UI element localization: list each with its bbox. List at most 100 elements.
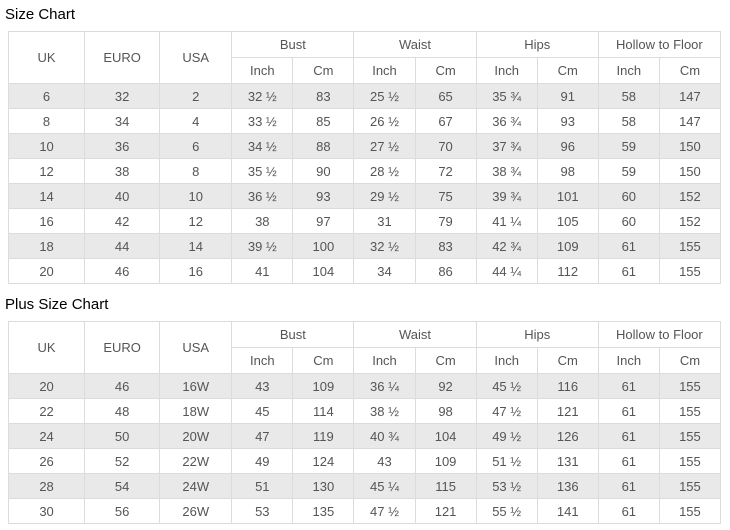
table-cell: 20 bbox=[7, 373, 86, 399]
table-cell: 46 bbox=[84, 373, 161, 399]
table-cell: 119 bbox=[292, 423, 355, 449]
subheader-waist-inch: Inch bbox=[353, 347, 416, 374]
table-cell: 25 ½ bbox=[353, 83, 416, 109]
table-cell: 114 bbox=[292, 398, 355, 424]
table-row: 12 38 8 35 ½ 90 28 ½ 72 38 ¾ 98 59 150 bbox=[7, 158, 722, 184]
table-cell: 38 ¾ bbox=[475, 158, 538, 184]
table-cell: 12 bbox=[159, 208, 233, 234]
table-cell: 6 bbox=[7, 83, 86, 109]
table-cell: 93 bbox=[292, 183, 355, 209]
plus-size-chart-header: UK EURO USA Bust Waist Hips Hollow to Fl… bbox=[7, 321, 722, 374]
table-cell: 18 bbox=[7, 233, 86, 259]
table-cell: 90 bbox=[292, 158, 355, 184]
table-cell: 24W bbox=[159, 473, 233, 499]
plus-size-chart-body: 20 46 16W 43 109 36 ¼ 92 45 ½ 116 61 155 22 48 18W 45 1… bbox=[7, 373, 722, 524]
table-cell: 34 ½ bbox=[231, 133, 294, 159]
column-header-euro: EURO bbox=[84, 31, 161, 84]
column-header-hips: Hips bbox=[475, 321, 599, 348]
table-cell: 22 bbox=[7, 398, 86, 424]
table-cell: 46 bbox=[84, 258, 161, 284]
table-cell: 97 bbox=[292, 208, 355, 234]
table-cell: 67 bbox=[414, 108, 477, 134]
table-cell: 16W bbox=[159, 373, 233, 399]
table-cell: 92 bbox=[414, 373, 477, 399]
subheader-hollow-cm: Cm bbox=[658, 57, 722, 84]
table-row: 14 40 10 36 ½ 93 29 ½ 75 39 ¾ 101 60 152 bbox=[7, 183, 722, 209]
table-row: 8 34 4 33 ½ 85 26 ½ 67 36 ¾ 93 58 147 bbox=[7, 108, 722, 134]
table-row: 20 46 16W 43 109 36 ¼ 92 45 ½ 116 61 155 bbox=[7, 373, 722, 399]
column-header-waist: Waist bbox=[353, 31, 477, 58]
table-cell: 34 bbox=[84, 108, 161, 134]
table-cell: 155 bbox=[658, 423, 722, 449]
table-cell: 61 bbox=[597, 373, 660, 399]
column-header-usa: USA bbox=[159, 31, 233, 84]
table-cell: 53 bbox=[231, 498, 294, 524]
table-cell: 51 ½ bbox=[475, 448, 538, 474]
table-cell: 34 bbox=[353, 258, 416, 284]
column-header-waist: Waist bbox=[353, 321, 477, 348]
subheader-hollow-inch: Inch bbox=[597, 57, 660, 84]
table-cell: 109 bbox=[536, 233, 599, 259]
table-cell: 75 bbox=[414, 183, 477, 209]
table-cell: 2 bbox=[159, 83, 233, 109]
subheader-hips-cm: Cm bbox=[536, 347, 599, 374]
table-cell: 58 bbox=[597, 83, 660, 109]
table-cell: 59 bbox=[597, 133, 660, 159]
table-cell: 36 ½ bbox=[231, 183, 294, 209]
subheader-bust-cm: Cm bbox=[292, 347, 355, 374]
table-cell: 44 ¼ bbox=[475, 258, 538, 284]
table-cell: 43 bbox=[353, 448, 416, 474]
column-header-uk: UK bbox=[7, 31, 86, 84]
table-cell: 49 ½ bbox=[475, 423, 538, 449]
table-cell: 38 bbox=[231, 208, 294, 234]
table-cell: 88 bbox=[292, 133, 355, 159]
table-cell: 96 bbox=[536, 133, 599, 159]
table-cell: 60 bbox=[597, 208, 660, 234]
table-cell: 109 bbox=[414, 448, 477, 474]
table-cell: 61 bbox=[597, 398, 660, 424]
subheader-hips-cm: Cm bbox=[536, 57, 599, 84]
table-cell: 155 bbox=[658, 498, 722, 524]
table-cell: 48 bbox=[84, 398, 161, 424]
subheader-waist-cm: Cm bbox=[414, 347, 477, 374]
table-cell: 39 ¾ bbox=[475, 183, 538, 209]
table-cell: 53 ½ bbox=[475, 473, 538, 499]
table-cell: 56 bbox=[84, 498, 161, 524]
size-chart-body: 6 32 2 32 ½ 83 25 ½ 65 35 ¾ 91 58 147 8 34 4 33 ½ 85 26 … bbox=[7, 83, 722, 284]
table-cell: 42 bbox=[84, 208, 161, 234]
subheader-hollow-inch: Inch bbox=[597, 347, 660, 374]
table-cell: 24 bbox=[7, 423, 86, 449]
table-row: 6 32 2 32 ½ 83 25 ½ 65 35 ¾ 91 58 147 bbox=[7, 83, 722, 109]
table-cell: 104 bbox=[292, 258, 355, 284]
table-row: 26 52 22W 49 124 43 109 51 ½ 131 61 155 bbox=[7, 448, 722, 474]
table-cell: 14 bbox=[159, 233, 233, 259]
table-cell: 4 bbox=[159, 108, 233, 134]
table-cell: 121 bbox=[536, 398, 599, 424]
table-cell: 38 ½ bbox=[353, 398, 416, 424]
size-chart-table: UK EURO USA Bust Waist Hips Hollow to Fl… bbox=[7, 31, 722, 284]
table-cell: 86 bbox=[414, 258, 477, 284]
subheader-waist-inch: Inch bbox=[353, 57, 416, 84]
table-cell: 16 bbox=[159, 258, 233, 284]
table-cell: 32 bbox=[84, 83, 161, 109]
table-cell: 70 bbox=[414, 133, 477, 159]
subheader-bust-cm: Cm bbox=[292, 57, 355, 84]
table-cell: 109 bbox=[292, 373, 355, 399]
table-cell: 131 bbox=[536, 448, 599, 474]
table-cell: 147 bbox=[658, 108, 722, 134]
table-cell: 28 bbox=[7, 473, 86, 499]
table-cell: 27 ½ bbox=[353, 133, 416, 159]
table-cell: 61 bbox=[597, 473, 660, 499]
table-cell: 155 bbox=[658, 448, 722, 474]
table-cell: 42 ¾ bbox=[475, 233, 538, 259]
table-cell: 47 ½ bbox=[475, 398, 538, 424]
table-row: 22 48 18W 45 114 38 ½ 98 47 ½ 121 61 155 bbox=[7, 398, 722, 424]
column-header-hips: Hips bbox=[475, 31, 599, 58]
table-cell: 58 bbox=[597, 108, 660, 134]
table-cell: 35 ½ bbox=[231, 158, 294, 184]
table-cell: 35 ¾ bbox=[475, 83, 538, 109]
table-row: 18 44 14 39 ½ 100 32 ½ 83 42 ¾ 109 61 155 bbox=[7, 233, 722, 259]
table-cell: 100 bbox=[292, 233, 355, 259]
table-cell: 72 bbox=[414, 158, 477, 184]
